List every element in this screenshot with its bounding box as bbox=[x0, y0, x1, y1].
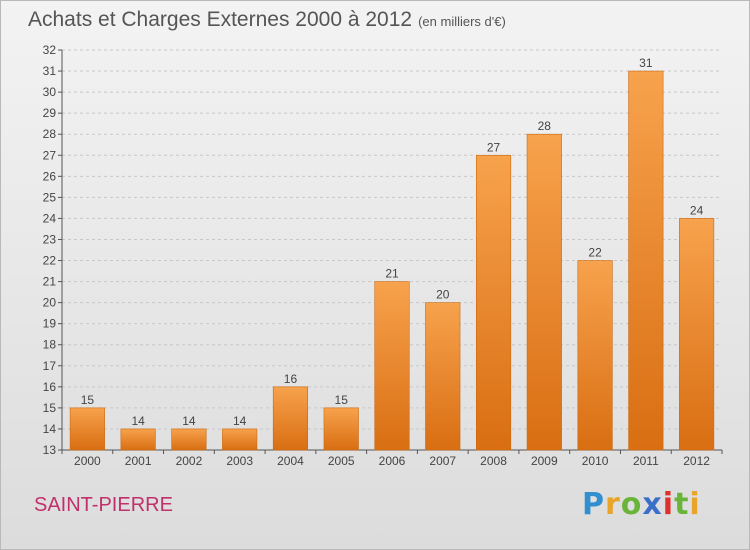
proxiti-logo: Proxiti bbox=[582, 487, 701, 522]
logo-letter: r bbox=[605, 487, 621, 522]
y-tick-label: 31 bbox=[43, 64, 57, 78]
chart-title-text: Achats et Charges Externes 2000 à 2012 bbox=[28, 8, 413, 31]
y-tick-label: 17 bbox=[43, 359, 57, 373]
logo-letter: o bbox=[620, 487, 643, 522]
y-tick-label: 19 bbox=[43, 317, 57, 331]
data-label: 15 bbox=[335, 393, 349, 407]
data-label: 16 bbox=[284, 372, 298, 386]
x-tick-label: 2008 bbox=[480, 454, 507, 468]
x-tick-label: 2000 bbox=[74, 454, 101, 468]
data-label: 24 bbox=[690, 203, 704, 217]
data-label: 14 bbox=[182, 414, 196, 428]
y-tick-label: 26 bbox=[43, 169, 57, 183]
x-tick-label: 2003 bbox=[226, 454, 253, 468]
y-tick-label: 16 bbox=[43, 380, 57, 394]
chart-title: Achats et Charges Externes 2000 à 2012 (e… bbox=[28, 8, 506, 32]
y-tick-label: 30 bbox=[43, 85, 57, 99]
data-label: 21 bbox=[385, 267, 399, 281]
y-tick-label: 24 bbox=[43, 211, 57, 225]
y-tick-label: 14 bbox=[43, 422, 57, 436]
bars bbox=[69, 70, 715, 451]
data-label: 14 bbox=[131, 414, 145, 428]
labels: 15 14 14 14 16 15 21 20 27 28 22 31 24 bbox=[81, 56, 704, 428]
data-label: 28 bbox=[538, 119, 552, 133]
x-tick-label: 2006 bbox=[379, 454, 406, 468]
x-tick-label: 2007 bbox=[429, 454, 456, 468]
y-tick-label: 27 bbox=[43, 148, 57, 162]
bar bbox=[272, 386, 309, 451]
bar bbox=[69, 407, 105, 451]
y-tick-label: 28 bbox=[43, 127, 57, 141]
bar bbox=[577, 260, 613, 451]
y-tick-label: 22 bbox=[43, 254, 57, 268]
axes: 13 14 15 16 17 18 19 20 21 22 23 24 25 26 27 28 29 30 31 32… bbox=[43, 43, 723, 468]
y-tick-label: 32 bbox=[43, 43, 57, 57]
y-tick-label: 18 bbox=[43, 338, 57, 352]
y-tick-label: 15 bbox=[43, 401, 57, 415]
bar bbox=[425, 302, 461, 451]
bar bbox=[222, 428, 258, 451]
y-tick-label: 20 bbox=[43, 296, 57, 310]
x-tick-label: 2002 bbox=[176, 454, 203, 468]
bar bbox=[475, 154, 512, 451]
y-tick-label: 29 bbox=[43, 106, 57, 120]
y-tick-label: 25 bbox=[43, 190, 57, 204]
bar bbox=[526, 133, 562, 451]
data-label: 31 bbox=[639, 56, 653, 70]
x-tick-label: 2004 bbox=[277, 454, 304, 468]
logo-letter: x bbox=[642, 487, 663, 522]
y-tick-label: 13 bbox=[43, 443, 57, 457]
y-tick-label: 23 bbox=[43, 232, 57, 246]
data-label: 22 bbox=[588, 246, 602, 260]
logo-letter: i bbox=[662, 487, 675, 522]
x-tick-label: 2011 bbox=[633, 454, 659, 468]
logo-letter: i bbox=[689, 487, 701, 522]
x-tick-label: 2012 bbox=[683, 454, 710, 468]
bar bbox=[171, 428, 207, 451]
x-tick-label: 2010 bbox=[582, 454, 609, 468]
bar bbox=[374, 281, 410, 451]
x-tick-label: 2001 bbox=[125, 454, 152, 468]
bar bbox=[323, 407, 359, 451]
logo-letter: t bbox=[674, 487, 690, 522]
x-tick-label: 2005 bbox=[328, 454, 355, 468]
logo-letter: P bbox=[582, 487, 605, 522]
x-tick-label: 2009 bbox=[531, 454, 558, 468]
bar bbox=[120, 428, 156, 451]
y-tick-label: 21 bbox=[43, 275, 57, 289]
place-name: SAINT-PIERRE bbox=[34, 494, 173, 516]
data-label: 15 bbox=[81, 393, 95, 407]
data-label: 20 bbox=[436, 288, 450, 302]
chart-unit: (en milliers d'€) bbox=[418, 14, 506, 29]
data-label: 14 bbox=[233, 414, 247, 428]
bar bbox=[679, 218, 715, 451]
bar bbox=[628, 70, 664, 451]
data-label: 27 bbox=[487, 140, 501, 154]
